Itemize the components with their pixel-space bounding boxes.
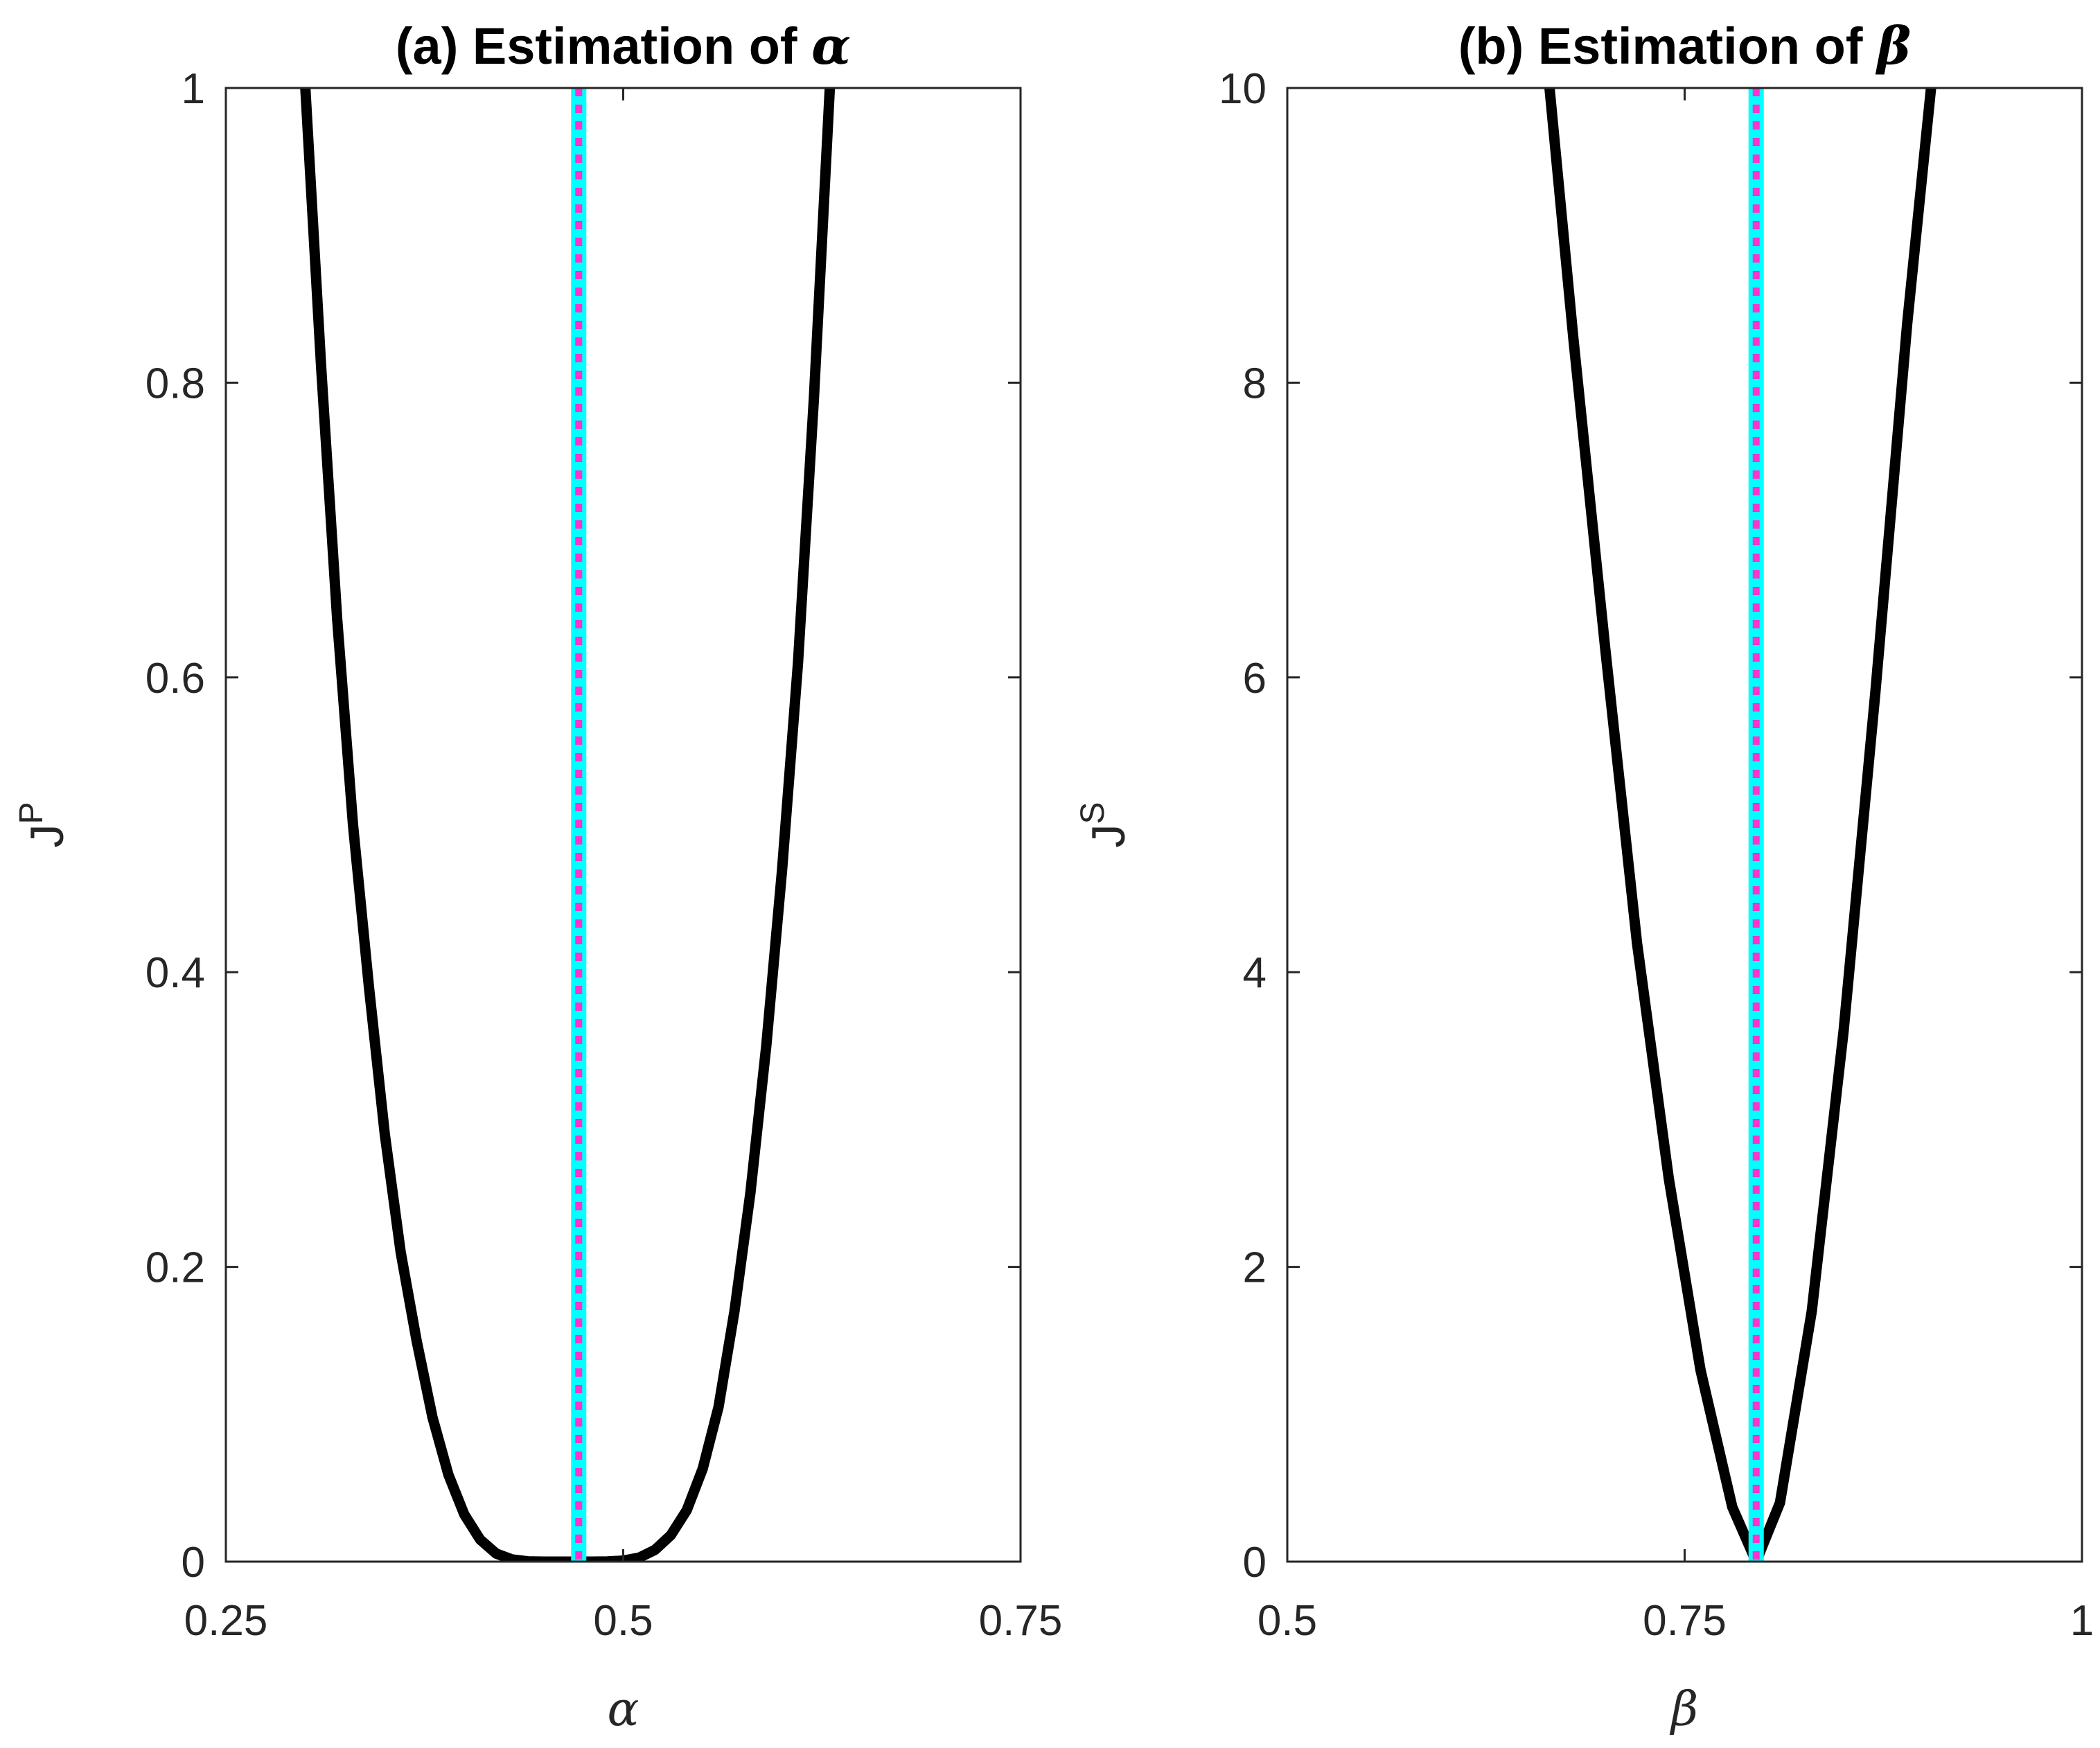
x-axis-label: β <box>1669 1682 1698 1737</box>
series-line-0 <box>1544 88 1936 1562</box>
y-tick-label: 4 <box>1243 949 1267 997</box>
axes-box <box>224 87 1022 1563</box>
x-tick-label: 0.5 <box>593 1597 653 1645</box>
chart-title: (b) Estimation of β <box>1458 17 1911 76</box>
y-tick-label: 0 <box>1243 1539 1267 1587</box>
x-tick-label: 0.75 <box>1643 1597 1727 1645</box>
x-tick-label: 0.75 <box>979 1597 1063 1645</box>
x-tick-label: 1 <box>2070 1597 2094 1645</box>
y-tick-label: 0.6 <box>145 655 205 703</box>
x-tick-label: 0.5 <box>1258 1597 1317 1645</box>
y-tick-label: 0.2 <box>145 1244 205 1292</box>
y-tick-label: 0.4 <box>145 949 205 997</box>
y-tick-label: 8 <box>1243 360 1267 407</box>
y-axis-label: JP <box>13 802 73 847</box>
y-axis-label: JS <box>1075 802 1135 847</box>
y-tick-label: 10 <box>1219 65 1267 113</box>
y-tick-label: 6 <box>1243 655 1267 703</box>
x-axis-label: α <box>608 1682 639 1737</box>
x-tick-label: 0.25 <box>184 1597 268 1645</box>
y-tick-label: 2 <box>1243 1244 1267 1292</box>
panel-alpha: 0.25 0.5 0.75 0 0.2 0.4 0.6 0.8 1 (a) Estimation … <box>13 17 1062 1737</box>
axes-box <box>1286 87 2083 1563</box>
series-line-0 <box>300 88 836 1562</box>
y-tick-label: 0.8 <box>145 360 205 407</box>
y-tick-label: 1 <box>182 65 205 113</box>
y-tick-label: 0 <box>182 1539 205 1587</box>
chart-title: (a) Estimation of α <box>396 17 851 76</box>
